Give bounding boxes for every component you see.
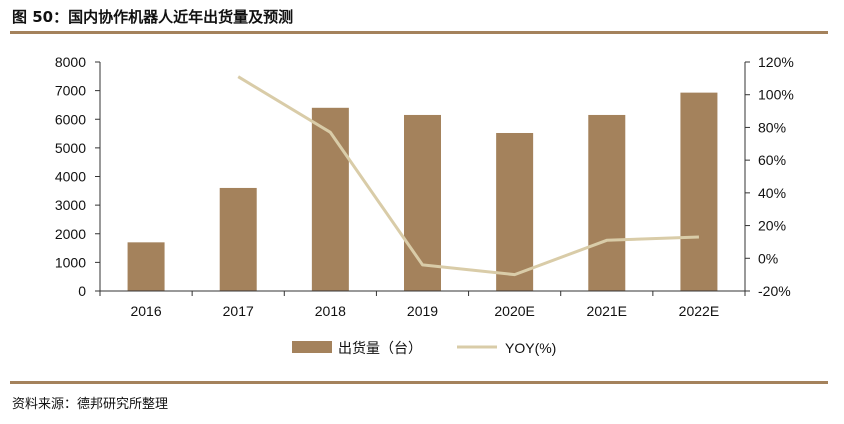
legend-label-bar: 出货量（台） [338, 340, 422, 356]
y-left-tick-label: 4000 [55, 169, 86, 185]
legend-swatch-bar [292, 341, 332, 353]
y-left-tick-label: 7000 [55, 83, 86, 99]
bar-2018 [311, 107, 349, 291]
y-left-tick-label: 3000 [55, 197, 86, 213]
y-right-tick-label: 0% [758, 250, 778, 266]
axes-layer: 0 1000 2000 3000 4000 5000 6000 7000 8000 -20% 0% 2… [55, 54, 794, 319]
bar-2022E [680, 92, 718, 291]
x-tick-label: 2019 [407, 303, 438, 319]
x-tick-label: 2016 [130, 303, 161, 319]
y-left-tick-label: 1000 [55, 254, 86, 270]
legend: 出货量（台） YOY(%) [292, 340, 556, 356]
yoy-line [237, 75, 699, 277]
y-right-tick-label: 40% [758, 185, 786, 201]
bar-2021E [588, 114, 626, 291]
source-note: 资料来源：德邦研究所整理 [12, 397, 169, 412]
bar-2016 [127, 242, 165, 291]
legend-label-line: YOY(%) [505, 340, 556, 356]
y-right-tick-label: 100% [758, 87, 794, 103]
line-layer [237, 75, 699, 277]
y-left-tick-label: 2000 [55, 226, 86, 242]
x-tick-label: 2018 [315, 303, 346, 319]
y-right-tick-label: 80% [758, 119, 786, 135]
y-right-tick-label: -20% [758, 283, 791, 299]
top-rule [10, 31, 828, 34]
x-tick-label: 2020E [494, 303, 534, 319]
y-right-tick-label: 120% [758, 54, 794, 70]
y-left-tick-label: 0 [78, 283, 86, 299]
x-tick-label: 2021E [587, 303, 627, 319]
bars-layer [127, 92, 718, 291]
bar-2019 [404, 114, 441, 291]
x-tick-label: 2017 [223, 303, 254, 319]
bottom-rule [10, 381, 828, 384]
y-right-tick-label: 60% [758, 152, 786, 168]
figure-title: 图 50：国内协作机器人近年出货量及预测 [12, 8, 294, 26]
y-left-tick-label: 8000 [55, 54, 86, 70]
x-tick-label: 2022E [679, 303, 719, 319]
bar-2017 [219, 187, 257, 291]
y-right-tick-label: 20% [758, 218, 786, 234]
bar-2020E [496, 132, 534, 291]
y-left-tick-label: 5000 [55, 140, 86, 156]
y-left-tick-label: 6000 [55, 111, 86, 127]
